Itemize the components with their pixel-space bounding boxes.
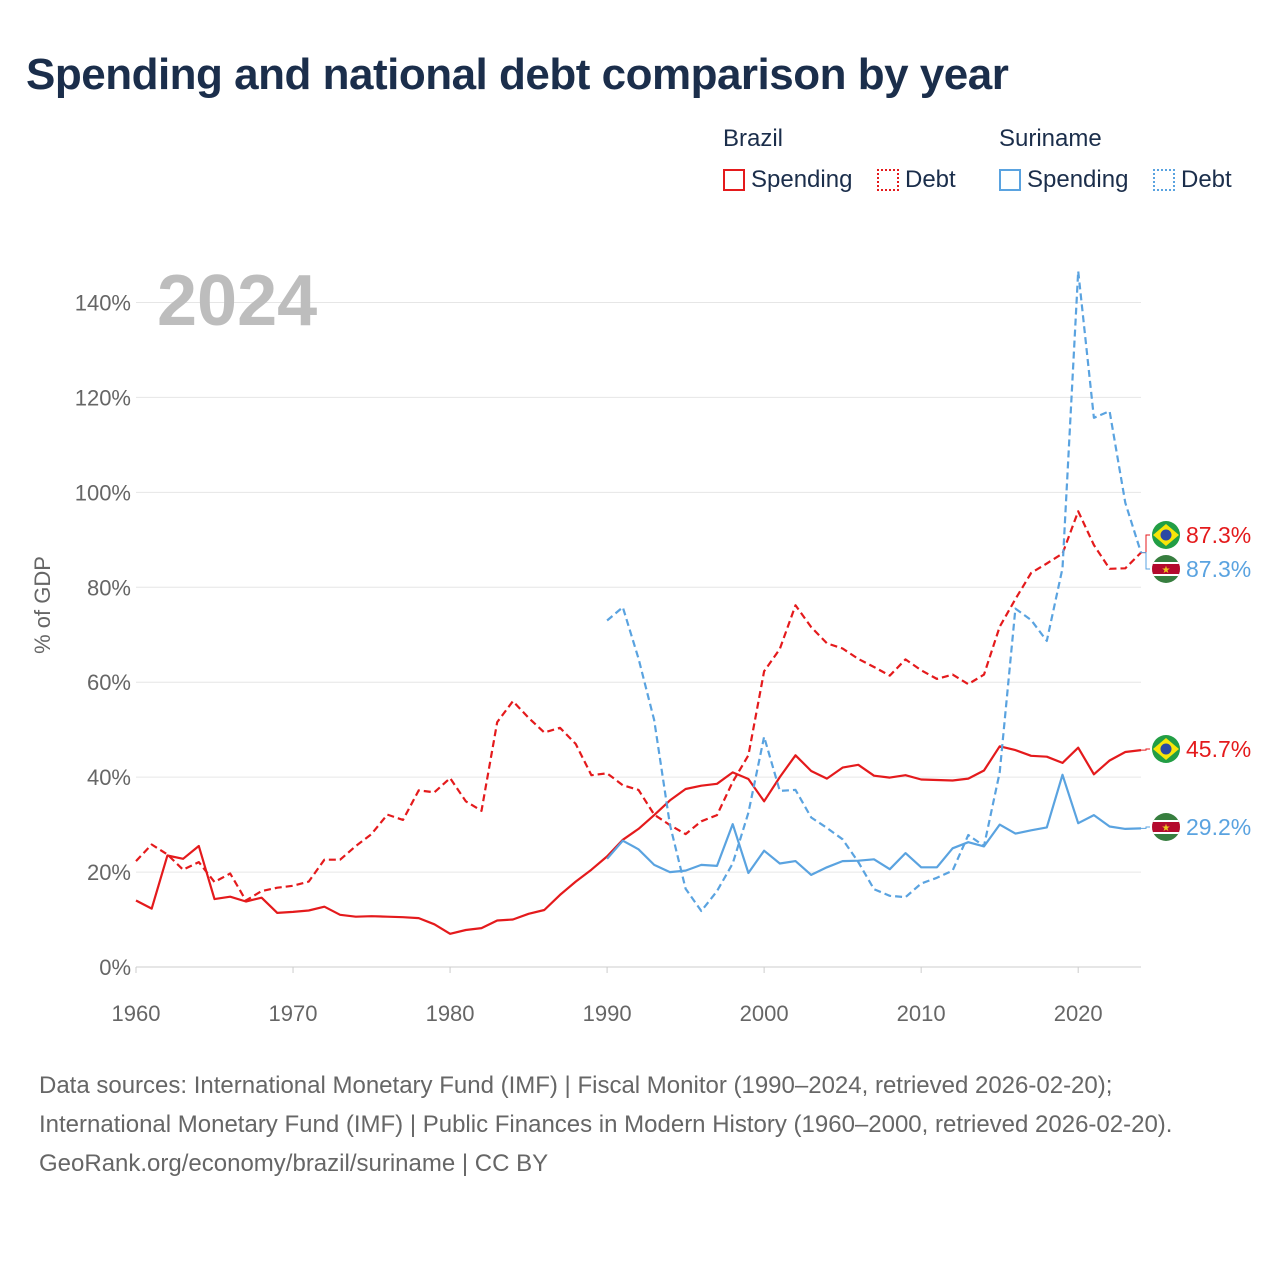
suriname-flag-icon: ★ <box>1152 555 1180 583</box>
end-label-suriname-debt: 87.3% <box>1186 556 1251 582</box>
series-line-suriname-spending[interactable] <box>606 773 1142 877</box>
credit-link[interactable]: GeoRank.org/economy/brazil/suriname | CC… <box>39 1150 549 1177</box>
legend-brazil-debt[interactable]: Debt <box>877 166 956 194</box>
connector-brazil-spending <box>1141 748 1150 751</box>
line-chart: 0% 20% 40% 60% 80% 100% 120% 140% 1960 1970 1980 1… <box>30 261 1251 1026</box>
chart-title: Spending and national debt comparison by… <box>26 50 1009 99</box>
legend-label: Debt <box>1181 166 1232 193</box>
y-tick-label: 100% <box>75 480 131 505</box>
legend-label: Spending <box>751 166 853 193</box>
series-line-brazil-spending[interactable] <box>135 745 1142 935</box>
brazil-flag-icon <box>1152 521 1180 549</box>
suriname-flag-icon: ★ <box>1152 813 1180 841</box>
x-tick-label: 2010 <box>897 1001 946 1026</box>
legend-solid-swatch <box>999 169 1021 191</box>
connector-suriname-spending <box>1141 826 1150 829</box>
x-tick-label: 2020 <box>1054 1001 1103 1026</box>
x-tick-label: 1960 <box>112 1001 161 1026</box>
svg-text:★: ★ <box>1162 565 1171 576</box>
x-tick-label: 2000 <box>740 1001 789 1026</box>
legend-label: Spending <box>1027 166 1129 193</box>
x-tick-label: 1980 <box>426 1001 475 1026</box>
svg-text:★: ★ <box>1162 823 1171 834</box>
y-tick-label: 120% <box>75 385 131 410</box>
data-sources: Data sources: International Monetary Fun… <box>39 1072 1173 1138</box>
legend-suriname-debt[interactable]: Debt <box>1153 166 1232 194</box>
y-tick-label: 0% <box>99 955 131 980</box>
end-label-brazil-debt: 87.3% <box>1186 522 1251 548</box>
footer: Data sources: International Monetary Fun… <box>39 1066 1239 1183</box>
legend-brazil-spending[interactable]: Spending <box>723 166 852 194</box>
year-label: 2024 <box>157 261 317 341</box>
legend-label: Debt <box>905 166 956 193</box>
y-tick-label: 140% <box>75 290 131 315</box>
legend-suriname-spending[interactable]: Spending <box>999 166 1128 194</box>
y-axis-label: % of GDP <box>30 556 55 654</box>
legend-brazil-title: Brazil <box>723 125 784 152</box>
connector-brazil-debt <box>1141 534 1150 554</box>
y-tick-label: 60% <box>87 670 131 695</box>
connector-suriname-debt <box>1141 552 1150 570</box>
brazil-flag-icon <box>1152 735 1180 763</box>
legend-dotted-swatch <box>877 169 899 191</box>
series-line-brazil-debt[interactable] <box>135 510 1142 902</box>
legend-solid-swatch <box>723 169 745 191</box>
end-label-suriname-spending: 29.2% <box>1186 814 1251 840</box>
end-label-brazil-spending: 45.7% <box>1186 736 1251 762</box>
y-tick-label: 20% <box>87 860 131 885</box>
legend-dotted-swatch <box>1153 169 1175 191</box>
legend-suriname-title: Suriname <box>999 125 1102 152</box>
y-tick-label: 40% <box>87 765 131 790</box>
y-tick-label: 80% <box>87 575 131 600</box>
series-line-suriname-debt[interactable] <box>606 270 1143 913</box>
x-tick-label: 1970 <box>269 1001 318 1026</box>
x-tick-label: 1990 <box>583 1001 632 1026</box>
